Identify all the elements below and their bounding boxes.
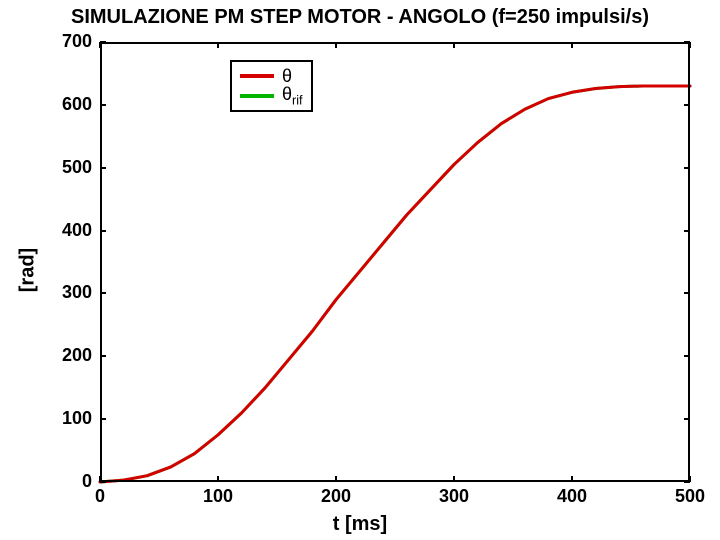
y-tick-mark — [684, 41, 690, 43]
legend: θθrif — [230, 60, 313, 112]
figure: SIMULAZIONE PM STEP MOTOR - ANGOLO (f=25… — [0, 0, 720, 540]
y-tick-label: 200 — [62, 345, 92, 366]
x-axis-label: t [ms] — [0, 513, 720, 536]
y-tick-mark — [684, 418, 690, 420]
x-tick-label: 500 — [670, 486, 710, 507]
x-tick-mark — [571, 476, 573, 482]
y-tick-label: 700 — [62, 31, 92, 52]
x-tick-mark — [571, 42, 573, 48]
y-tick-mark — [684, 104, 690, 106]
legend-entry: θ — [240, 66, 303, 86]
y-tick-mark — [100, 418, 106, 420]
y-tick-mark — [684, 292, 690, 294]
x-tick-mark — [217, 476, 219, 482]
y-tick-mark — [684, 167, 690, 169]
y-tick-mark — [100, 355, 106, 357]
x-tick-mark — [453, 42, 455, 48]
x-tick-mark — [335, 42, 337, 48]
y-tick-mark — [100, 230, 106, 232]
legend-swatch — [240, 74, 274, 78]
y-tick-label: 0 — [82, 471, 92, 492]
legend-swatch — [240, 94, 274, 98]
y-tick-label: 600 — [62, 94, 92, 115]
plot-svg — [100, 42, 690, 482]
y-tick-label: 500 — [62, 157, 92, 178]
y-tick-mark — [100, 292, 106, 294]
y-tick-mark — [100, 481, 106, 483]
legend-label: θrif — [282, 84, 303, 108]
y-tick-mark — [684, 481, 690, 483]
series-theta_rif — [100, 86, 690, 482]
y-tick-label: 100 — [62, 408, 92, 429]
axes-area: θθrif 0100200300400500010020030040050060… — [100, 42, 690, 482]
x-tick-label: 100 — [198, 486, 238, 507]
y-tick-mark — [100, 41, 106, 43]
y-tick-mark — [100, 167, 106, 169]
y-tick-mark — [684, 230, 690, 232]
x-tick-label: 300 — [434, 486, 474, 507]
y-tick-label: 400 — [62, 220, 92, 241]
x-tick-mark — [217, 42, 219, 48]
y-axis-label: [rad] — [17, 248, 40, 292]
chart-title: SIMULAZIONE PM STEP MOTOR - ANGOLO (f=25… — [0, 6, 720, 29]
series-theta — [100, 86, 690, 482]
y-tick-label: 300 — [62, 282, 92, 303]
y-tick-mark — [100, 104, 106, 106]
legend-entry: θrif — [240, 86, 303, 106]
x-tick-label: 400 — [552, 486, 592, 507]
x-tick-mark — [335, 476, 337, 482]
x-tick-label: 200 — [316, 486, 356, 507]
x-tick-mark — [453, 476, 455, 482]
y-tick-mark — [684, 355, 690, 357]
